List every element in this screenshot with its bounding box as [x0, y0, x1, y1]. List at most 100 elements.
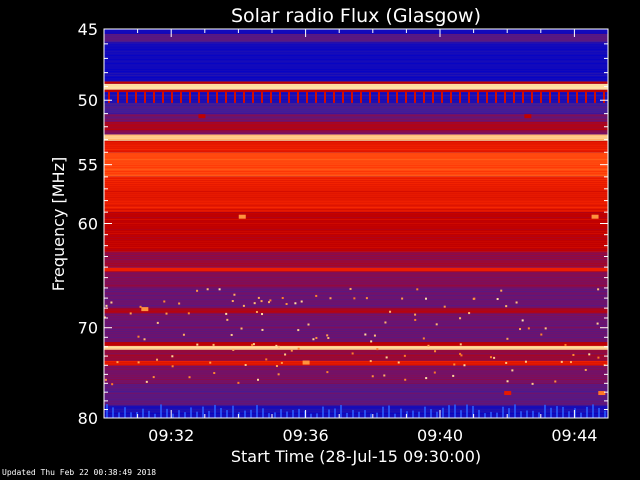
noise-tick — [562, 406, 564, 418]
spectrum-striation — [104, 391, 608, 392]
speckle — [312, 338, 315, 341]
interference-spike — [324, 92, 326, 103]
spectrum-striation — [104, 373, 608, 374]
spectrum-striation — [104, 35, 608, 36]
speckle — [383, 374, 386, 377]
speckle — [187, 312, 190, 315]
noise-tick — [118, 412, 120, 418]
interference-spike — [342, 92, 344, 103]
spectrum-striation — [104, 401, 608, 402]
spectrum-striation — [104, 71, 608, 72]
spectrum-striation — [104, 227, 608, 228]
speckle — [397, 361, 400, 364]
spectrum-striation — [104, 141, 608, 142]
spectrum-band — [104, 83, 608, 90]
speckle — [422, 337, 425, 340]
plot-area — [104, 29, 608, 418]
spectrum-striation — [104, 247, 608, 248]
burst-spot — [141, 307, 149, 312]
noise-tick — [256, 405, 258, 418]
speckle — [284, 353, 287, 356]
noise-tick — [244, 410, 246, 418]
speckle — [505, 305, 508, 308]
speckle — [353, 297, 356, 300]
noise-tick — [592, 404, 594, 418]
spectrum-striation — [104, 263, 608, 264]
speckle — [505, 361, 508, 364]
noise-tick — [274, 412, 276, 418]
spectrum-striation — [104, 89, 608, 90]
speckle — [315, 336, 318, 339]
spectrum-striation — [104, 383, 608, 384]
speckle — [226, 318, 229, 321]
spectrum-striation — [104, 403, 608, 404]
speckle — [544, 327, 547, 330]
spectrum-striation — [104, 119, 608, 120]
spectrum-striation — [104, 57, 608, 58]
interference-spike — [396, 92, 398, 103]
interference-spike — [189, 92, 191, 103]
speckle — [349, 287, 352, 290]
noise-tick — [268, 413, 270, 418]
spectrum-striation — [104, 113, 608, 114]
spectrum-striation — [104, 307, 608, 308]
speckle — [463, 364, 466, 367]
interference-spike — [135, 92, 137, 103]
spectrum-striation — [104, 173, 608, 174]
spectrum-striation — [104, 65, 608, 66]
spectrum-striation — [104, 277, 608, 278]
speckle — [253, 302, 256, 305]
speckle — [225, 312, 228, 315]
spectrum-striation — [104, 233, 608, 234]
burst-spot — [524, 114, 532, 119]
spectrum-striation — [104, 181, 608, 182]
noise-tick — [154, 413, 156, 418]
noise-tick — [370, 413, 372, 418]
spectrum-striation — [104, 31, 608, 32]
spectrum-striation — [104, 195, 608, 196]
speckle — [384, 321, 387, 324]
speckle — [290, 349, 293, 352]
speckle — [414, 313, 417, 316]
noise-tick — [286, 411, 288, 418]
speckle — [369, 360, 372, 363]
spectrum-band — [104, 176, 608, 213]
speckle — [519, 328, 522, 331]
spectrum-striation — [104, 293, 608, 294]
spectrum-striation — [104, 139, 608, 140]
spectrum-striation — [104, 249, 608, 250]
speckle — [364, 333, 367, 336]
spectrum-striation — [104, 365, 608, 366]
noise-tick — [538, 412, 540, 418]
spectrum-striation — [104, 407, 608, 408]
speckle — [424, 297, 427, 300]
spectrum-band — [104, 130, 608, 135]
speckle — [435, 323, 438, 326]
interference-spike — [243, 92, 245, 103]
y-tick-label: 60 — [78, 215, 98, 234]
speckle — [433, 371, 436, 374]
interference-spike — [450, 92, 452, 103]
spectrum-striation — [104, 381, 608, 382]
interference-spike — [144, 92, 146, 103]
speckle — [459, 317, 462, 320]
spectrum-striation — [104, 321, 608, 322]
speckle — [261, 328, 264, 331]
spectrum-striation — [104, 213, 608, 214]
spectrum-striation — [104, 171, 608, 172]
noise-tick — [172, 413, 174, 418]
speckle — [425, 377, 428, 380]
spectrum-striation — [104, 159, 608, 160]
spectrum-striation — [104, 201, 608, 202]
noise-tick — [250, 409, 252, 418]
interference-spike — [549, 92, 551, 103]
spectrum-striation — [104, 281, 608, 282]
speckle — [511, 369, 514, 372]
noise-tick — [550, 407, 552, 418]
speckle — [500, 289, 503, 292]
spectrum-striation — [104, 207, 608, 208]
spectrum-striation — [104, 83, 608, 84]
x-tick-label: 09:32 — [148, 426, 194, 445]
speckle — [493, 356, 496, 359]
spectrum-striation — [104, 131, 608, 132]
